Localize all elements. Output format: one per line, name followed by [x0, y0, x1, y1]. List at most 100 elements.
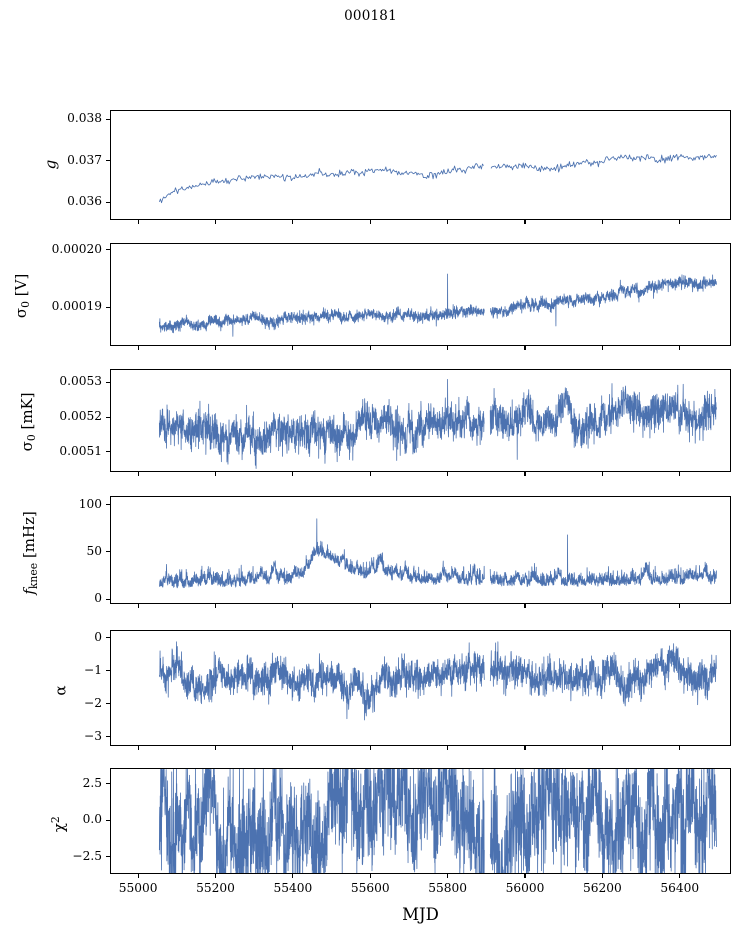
xtick-gain-5	[524, 220, 526, 225]
ytick-label-gain-0: 0.036	[67, 194, 102, 209]
xtick-chi-squared-7	[679, 874, 681, 879]
xtick-gain-3	[369, 220, 371, 225]
xtick-alpha-1	[214, 746, 216, 751]
panel-plot-chi-squared	[158, 769, 717, 873]
xtick-label-5: 56000	[505, 881, 545, 895]
xtick-alpha-0	[137, 746, 139, 751]
ytick-label-sigma0-millikelvin-0: 0.0051	[59, 443, 102, 458]
panel-alpha	[110, 630, 731, 746]
xtick-gain-6	[601, 220, 603, 225]
ytick-chi-squared-1	[105, 819, 110, 821]
ytick-chi-squared-2	[105, 783, 110, 785]
xtick-gain-4	[447, 220, 449, 225]
ytick-label-chi-squared-2: 2.5	[82, 775, 102, 790]
xtick-chi-squared-0	[137, 874, 139, 879]
xtick-label-1: 55200	[196, 881, 235, 895]
xtick-sigma0-volts-2	[292, 346, 294, 351]
xtick-sigma0-millikelvin-3	[369, 472, 371, 477]
data-line-gain	[158, 153, 717, 204]
xtick-f-knee-6	[601, 604, 603, 609]
ytick-chi-squared-0	[105, 856, 110, 858]
xtick-sigma0-millikelvin-6	[601, 472, 603, 477]
xtick-alpha-4	[447, 746, 449, 751]
xtick-sigma0-volts-7	[679, 346, 681, 351]
ytick-label-f-knee-2: 100	[78, 496, 102, 511]
xtick-f-knee-3	[369, 604, 371, 609]
xtick-alpha-2	[292, 746, 294, 751]
xtick-sigma0-millikelvin-2	[292, 472, 294, 477]
xtick-gain-1	[214, 220, 216, 225]
xtick-chi-squared-2	[292, 874, 294, 879]
xtick-label-7: 56400	[660, 881, 700, 895]
xtick-alpha-5	[524, 746, 526, 751]
ytick-alpha-2	[105, 703, 110, 705]
xtick-chi-squared-4	[447, 874, 449, 879]
ytick-label-gain-2: 0.038	[67, 111, 102, 126]
ytick-alpha-3	[105, 736, 110, 738]
xtick-sigma0-volts-1	[214, 346, 216, 351]
data-line-alpha	[158, 641, 717, 721]
xtick-sigma0-volts-5	[524, 346, 526, 351]
data-line-sigma0-millikelvin	[158, 379, 717, 469]
ytick-label-alpha-2: −2	[84, 695, 102, 710]
xtick-label-4: 55800	[428, 881, 467, 895]
ytick-sigma0-millikelvin-2	[105, 381, 110, 383]
xtick-f-knee-0	[137, 604, 139, 609]
ytick-f-knee-2	[105, 504, 110, 506]
xtick-chi-squared-3	[369, 874, 371, 879]
xtick-sigma0-volts-0	[137, 346, 139, 351]
xtick-chi-squared-1	[214, 874, 216, 879]
ytick-label-alpha-0: 0	[94, 629, 102, 644]
xtick-sigma0-volts-4	[447, 346, 449, 351]
data-line-chi-squared	[158, 769, 717, 873]
ytick-sigma0-millikelvin-1	[105, 416, 110, 418]
xtick-f-knee-7	[679, 604, 681, 609]
ytick-label-chi-squared-1: 0.0	[82, 812, 102, 827]
xtick-alpha-7	[679, 746, 681, 751]
xtick-label-0: 55000	[118, 881, 158, 895]
xtick-sigma0-millikelvin-4	[447, 472, 449, 477]
panel-chi-squared	[110, 768, 731, 874]
ytick-gain-1	[105, 160, 110, 162]
ytick-gain-2	[105, 118, 110, 120]
xtick-f-knee-4	[447, 604, 449, 609]
xtick-gain-7	[679, 220, 681, 225]
panel-sigma0-volts	[110, 243, 731, 346]
ytick-label-chi-squared-0: −2.5	[72, 848, 102, 863]
panel-plot-f-knee	[158, 518, 717, 589]
xtick-sigma0-volts-3	[369, 346, 371, 351]
xtick-chi-squared-5	[524, 874, 526, 879]
ytick-label-alpha-1: −1	[84, 662, 102, 677]
ytick-label-gain-1: 0.037	[67, 152, 102, 167]
xtick-sigma0-millikelvin-5	[524, 472, 526, 477]
panel-plot-alpha	[158, 641, 717, 721]
xtick-f-knee-2	[292, 604, 294, 609]
figure-title: 000181	[344, 8, 397, 24]
ytick-label-sigma0-volts-0: 0.00019	[51, 299, 102, 314]
ylabel-sigma0-volts: σ0 [V]	[12, 273, 33, 319]
xtick-label-2: 55400	[273, 881, 313, 895]
ytick-gain-0	[105, 201, 110, 203]
xtick-label-6: 56200	[582, 881, 622, 895]
panel-sigma0-millikelvin	[110, 369, 731, 472]
xtick-chi-squared-6	[601, 874, 603, 879]
ytick-sigma0-volts-1	[105, 249, 110, 251]
panel-f-knee	[110, 496, 731, 604]
xtick-f-knee-1	[214, 604, 216, 609]
xtick-gain-0	[137, 220, 139, 225]
ytick-sigma0-volts-0	[105, 306, 110, 309]
xtick-sigma0-volts-6	[601, 346, 603, 351]
ytick-label-alpha-3: −3	[84, 728, 102, 743]
panel-plot-gain	[158, 153, 717, 204]
ytick-sigma0-millikelvin-0	[105, 451, 110, 453]
ytick-label-sigma0-millikelvin-1: 0.0052	[59, 409, 102, 424]
panel-plot-sigma0-millikelvin	[158, 379, 717, 469]
ytick-alpha-1	[105, 670, 110, 672]
ytick-f-knee-1	[105, 551, 110, 553]
xtick-alpha-6	[601, 746, 603, 751]
panel-plot-sigma0-volts	[158, 273, 717, 337]
ytick-f-knee-0	[105, 598, 110, 600]
xtick-alpha-3	[369, 746, 371, 751]
xtick-sigma0-millikelvin-0	[137, 472, 139, 477]
